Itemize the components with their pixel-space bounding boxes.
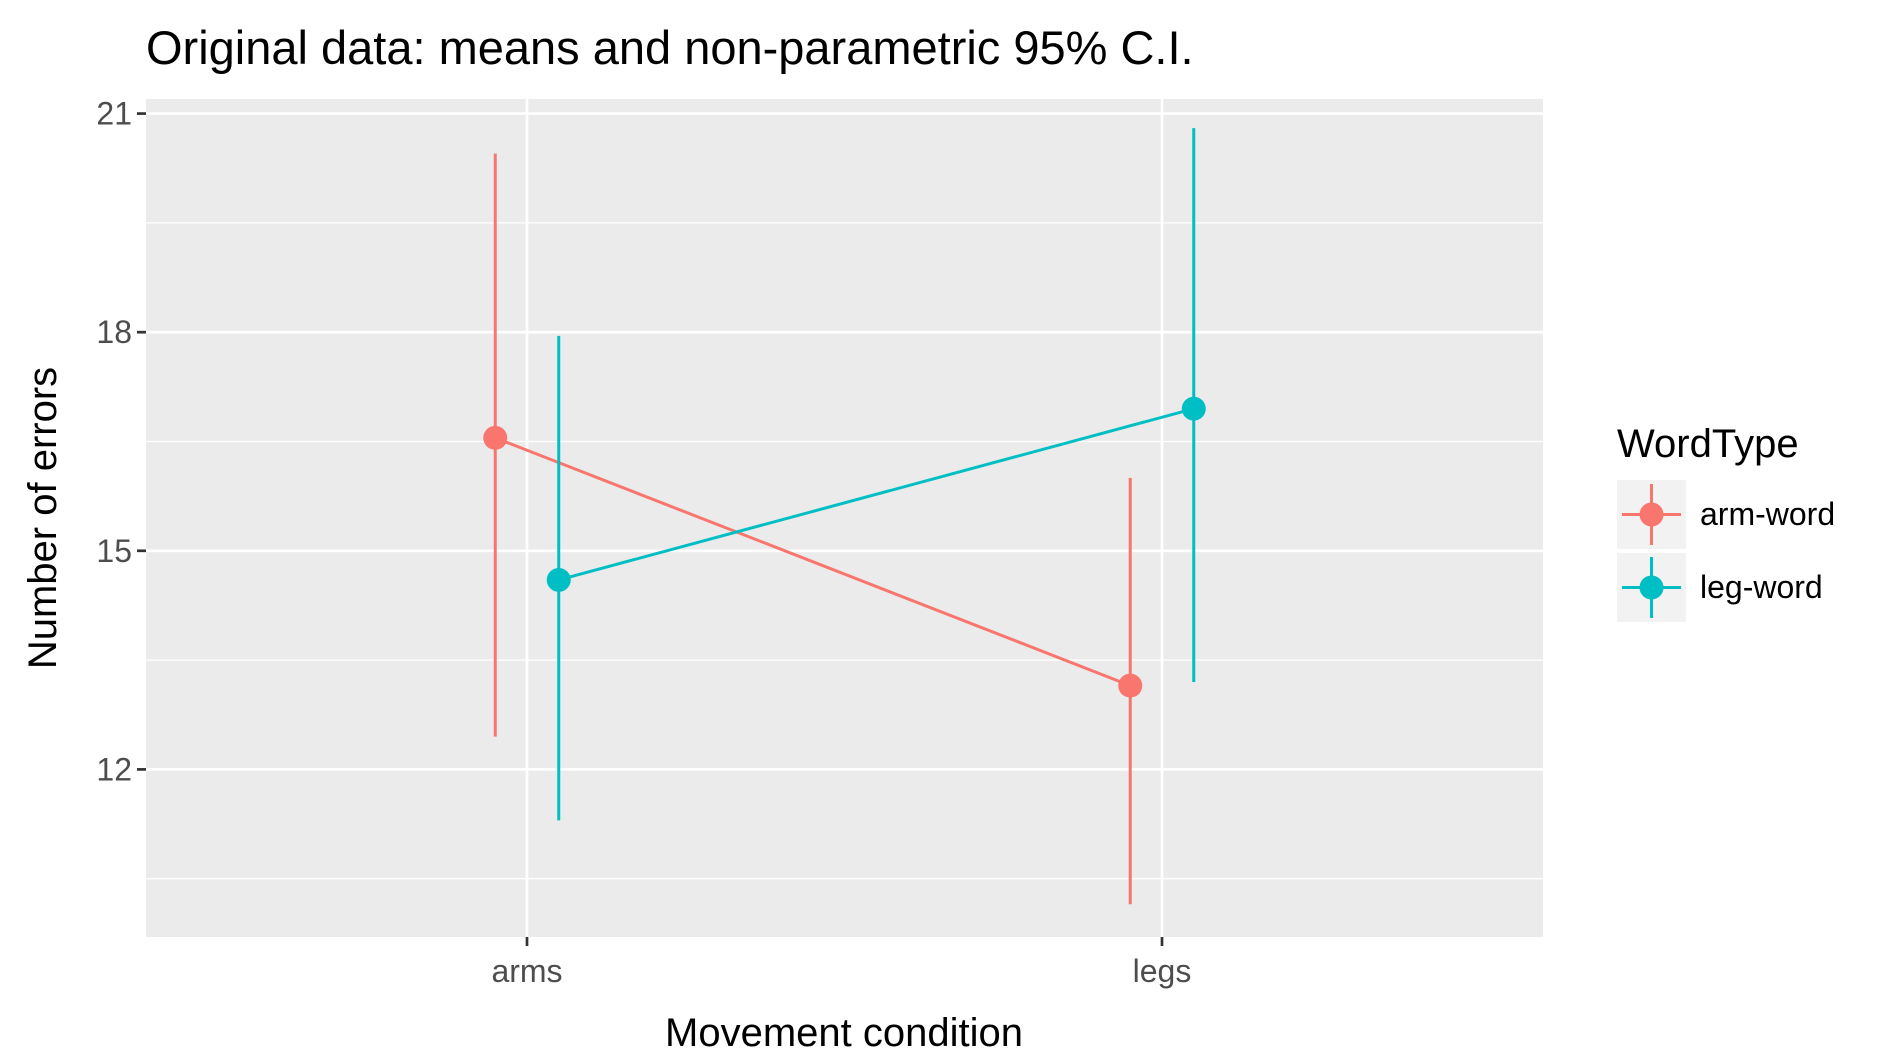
legend-item-leg-word: leg-word [1617,553,1823,622]
data-point-arm-word [483,425,508,450]
data-point-leg-word [546,567,571,592]
y-tick-label: 21 [96,96,132,132]
legend-key-point [1639,502,1664,527]
x-tick-label: legs [1133,953,1192,989]
legend-item-arm-word: arm-word [1617,480,1835,549]
x-tick-label: arms [491,953,562,989]
y-axis-title: Number of errors [21,367,65,669]
y-tick-label: 18 [96,314,132,350]
legend-label: leg-word [1700,569,1823,605]
legend-key-point [1639,575,1664,600]
plot-panel [146,99,1543,937]
chart-title: Original data: means and non-parametric … [146,21,1194,74]
y-tick-label: 15 [96,533,132,569]
axes: 12 15 18 21 arms legs [96,96,1191,989]
legend-label: arm-word [1700,496,1835,532]
data-point-leg-word [1181,396,1206,421]
series-layer [483,128,1206,905]
legend-title: WordType [1617,422,1799,466]
y-tick-label: 12 [96,751,132,787]
series-line-leg-word [558,407,1195,582]
legend: WordType arm-word leg-word [1617,422,1835,622]
data-point-arm-word [1118,673,1143,698]
grid-lines [146,99,1543,937]
series-line-arm-word [494,436,1131,687]
x-axis-title: Movement condition [665,1011,1023,1055]
